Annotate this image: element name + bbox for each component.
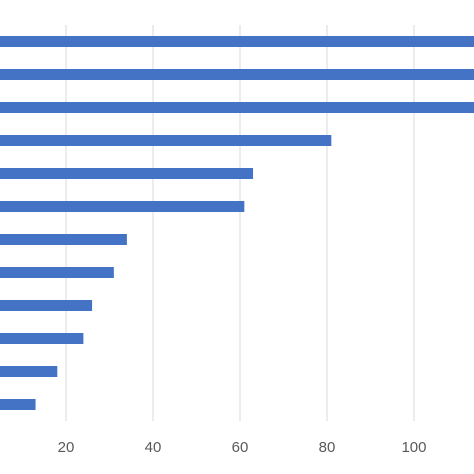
bar [0, 69, 474, 80]
bar [0, 201, 245, 212]
bar [0, 168, 254, 179]
bar [0, 267, 114, 278]
x-tick-label: 80 [319, 439, 336, 456]
bar [0, 333, 84, 344]
x-tick-label: 20 [58, 439, 75, 456]
x-tick-label: 40 [145, 439, 162, 456]
x-tick-label: 60 [232, 439, 249, 456]
bar [0, 135, 332, 146]
bar [0, 234, 127, 245]
bar [0, 300, 93, 311]
bar [0, 36, 474, 47]
bar [0, 399, 36, 410]
bar [0, 102, 474, 113]
x-tick-label: 100 [401, 439, 426, 456]
bar [0, 366, 58, 377]
